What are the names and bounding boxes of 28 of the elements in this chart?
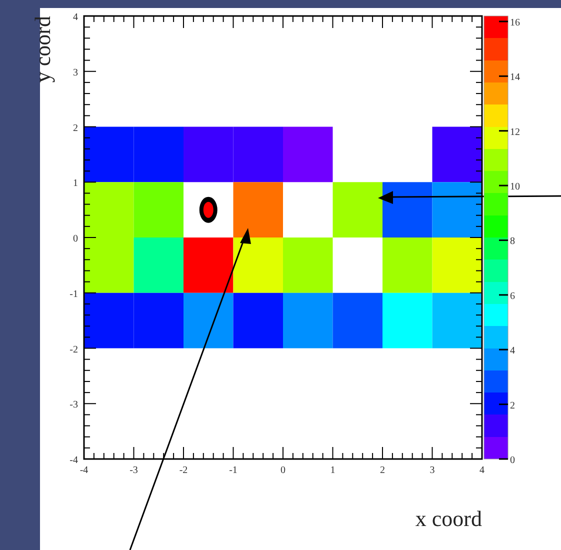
x-tick-label: 1 bbox=[330, 465, 336, 476]
x-axis-title: x coord bbox=[415, 506, 482, 531]
y-tick-label: -2 bbox=[70, 344, 78, 356]
y-tick-label: 3 bbox=[73, 67, 78, 78]
x-tick-label: 0 bbox=[280, 465, 286, 476]
x-tick-label: -1 bbox=[229, 465, 238, 476]
y-axis-title: y coord bbox=[30, 16, 55, 83]
y-tick-label: 2 bbox=[73, 122, 78, 134]
x-tick-label: -3 bbox=[130, 465, 138, 476]
color-bar-label: 6 bbox=[510, 290, 515, 302]
x-tick-label: -2 bbox=[179, 465, 188, 476]
y-tick-label: -3 bbox=[70, 400, 78, 411]
color-bar-label: 0 bbox=[510, 455, 515, 466]
y-tick-label: 4 bbox=[73, 12, 78, 23]
x-tick-label: 4 bbox=[480, 465, 484, 476]
color-bar-label: 2 bbox=[510, 400, 515, 412]
color-bar-label: 8 bbox=[510, 236, 515, 248]
y-tick-label: 0 bbox=[73, 234, 78, 244]
y-tick-label: 1 bbox=[73, 178, 78, 190]
color-bar-label: 4 bbox=[510, 346, 515, 357]
color-bar-label: 10 bbox=[510, 182, 520, 193]
x-tick-label: 3 bbox=[430, 465, 435, 476]
y-tick-label: -4 bbox=[70, 455, 78, 466]
color-bar-label: 12 bbox=[510, 126, 520, 138]
color-bar-label: 14 bbox=[510, 72, 520, 84]
y-tick-label: -1 bbox=[70, 288, 78, 300]
color-bar-label: 16 bbox=[510, 17, 520, 28]
x-tick-label: 2 bbox=[380, 465, 385, 476]
